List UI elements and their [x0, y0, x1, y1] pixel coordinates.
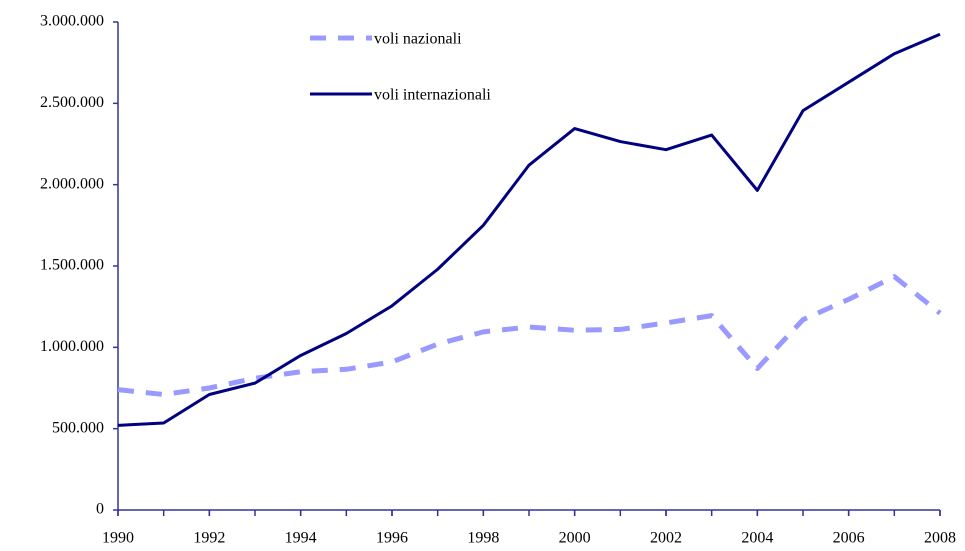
- x-tick-label: 1990: [102, 530, 134, 547]
- x-tick-label: 2002: [650, 530, 682, 547]
- y-tick-label: 1.500.000: [40, 257, 104, 274]
- x-tick-label: 2000: [559, 530, 591, 547]
- x-tick-label: 1994: [285, 530, 317, 547]
- x-tick-label: 2004: [741, 530, 773, 547]
- x-tick-label: 2008: [924, 530, 956, 547]
- y-tick-label: 3.000.000: [40, 13, 104, 30]
- x-tick-label: 1996: [376, 530, 408, 547]
- y-tick-label: 2.500.000: [40, 94, 104, 111]
- y-tick-label: 500.000: [52, 419, 104, 436]
- x-tick-label: 1992: [193, 530, 225, 547]
- legend-label: voli internazionali: [374, 87, 491, 104]
- series-line: [117, 274, 942, 398]
- x-tick-label: 2006: [833, 530, 865, 547]
- x-tick-label: 1998: [467, 530, 499, 547]
- y-tick-label: 1.000.000: [40, 338, 104, 355]
- series-line: [117, 32, 941, 427]
- y-tick-label: 2.000.000: [40, 175, 104, 192]
- legend-label: voli nazionali: [374, 31, 462, 48]
- y-tick-label: 0: [96, 501, 104, 518]
